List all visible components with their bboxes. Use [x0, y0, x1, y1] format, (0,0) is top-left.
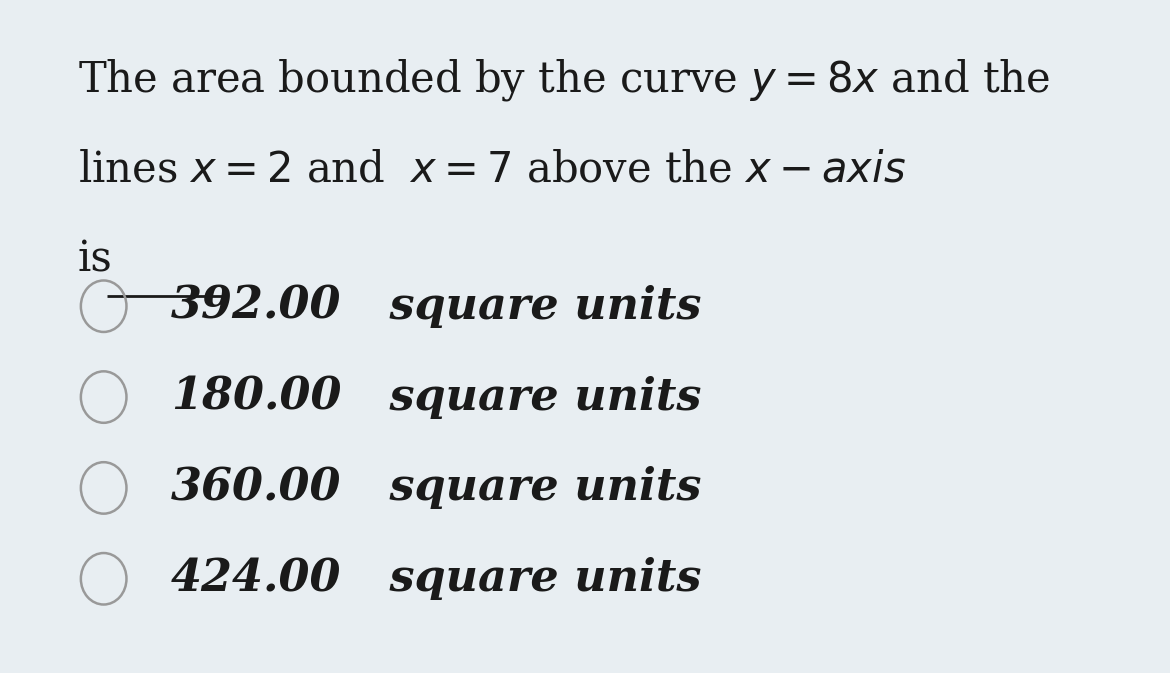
- Text: The area bounded by the curve $y = 8x$ and the: The area bounded by the curve $y = 8x$ a…: [77, 57, 1049, 103]
- Text: square units: square units: [374, 466, 702, 509]
- Text: 424.00: 424.00: [171, 557, 342, 600]
- Text: square units: square units: [374, 285, 702, 328]
- Text: square units: square units: [374, 376, 702, 419]
- Text: lines $x = 2$ and  $x = 7$ above the $x - \mathit{axis}$: lines $x = 2$ and $x = 7$ above the $x -…: [77, 148, 906, 190]
- Text: 392.00: 392.00: [171, 285, 342, 328]
- Text: 360.00: 360.00: [171, 466, 342, 509]
- Text: is: is: [77, 239, 112, 281]
- Text: square units: square units: [374, 557, 702, 600]
- Text: 180.00: 180.00: [171, 376, 342, 419]
